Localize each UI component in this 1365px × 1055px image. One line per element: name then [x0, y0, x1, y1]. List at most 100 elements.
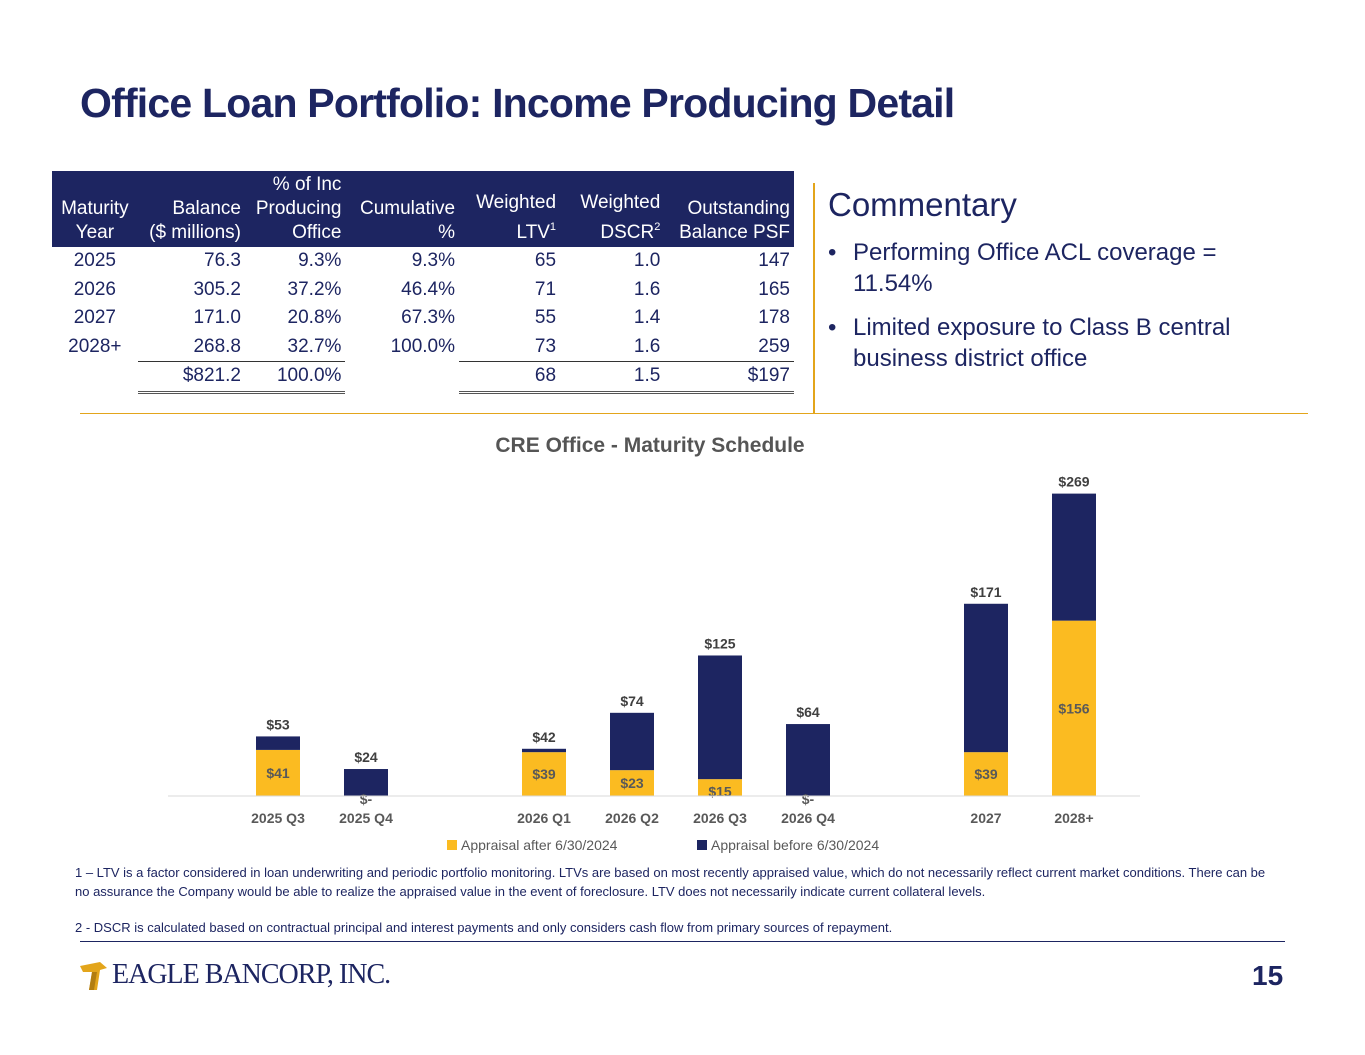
segment-label: $39	[532, 766, 556, 782]
section-divider	[80, 413, 1308, 414]
table-total-row: $821.2 100.0% 68 1.5 $197	[52, 361, 794, 394]
table-cell: 165	[758, 278, 790, 300]
eagle-icon	[80, 962, 107, 990]
footer-divider	[80, 941, 1285, 942]
table-cell: 32.7%	[244, 332, 346, 362]
x-tick-label: 2026 Q3	[693, 810, 747, 826]
table-cell: 68	[459, 361, 561, 394]
table-cell: $197	[664, 361, 794, 394]
table-cell: 2025	[73, 250, 116, 272]
bar-appraisal-before	[522, 748, 566, 753]
segment-label: $39	[974, 766, 998, 782]
header-weighted-dscr: Weighted DSCR2	[560, 171, 665, 247]
legend-label: Appraisal before 6/30/2024	[711, 837, 879, 853]
segment-label: $41	[266, 765, 290, 781]
total-label: $42	[532, 729, 556, 745]
table-cell: 178	[758, 307, 790, 329]
x-tick-label: 2026 Q2	[605, 810, 659, 826]
logo-text: EAGLE BANCORP, INC.	[112, 959, 391, 990]
bar-appraisal-after	[964, 752, 1008, 796]
commentary-bullet: • Performing Office ACL coverage = 11.54…	[828, 237, 1288, 299]
table-row: 2026 305.2 37.2% 46.4% 71 1.6 165	[52, 276, 794, 305]
table-cell	[52, 362, 138, 393]
table-cell: 37.2%	[287, 278, 342, 300]
legend-swatch	[447, 840, 457, 850]
commentary-bullet-text: Limited exposure to Class B central busi…	[853, 314, 1231, 372]
bar-appraisal-before	[256, 736, 300, 750]
total-label: $64	[796, 704, 820, 720]
table-row: 2025 76.3 9.3% 9.3% 65 1.0 147	[52, 247, 794, 276]
segment-label: $15	[708, 784, 732, 800]
legend-swatch	[697, 840, 707, 850]
segment-label: $23	[620, 775, 644, 791]
header-cumulative: Cumulative%	[345, 171, 460, 247]
table-cell: 67.3%	[401, 307, 456, 329]
bar-appraisal-after	[256, 749, 300, 796]
header-balance: Balance ($ millions)	[137, 171, 245, 247]
x-tick-label: 2026 Q4	[781, 810, 835, 826]
bar-appraisal-before	[786, 724, 830, 796]
total-label: $53	[266, 716, 290, 732]
table-cell: 268.8	[137, 332, 245, 362]
header-pct-inc-producing: % of Inc Producing Office	[244, 171, 346, 247]
page-title: Office Loan Portfolio: Income Producing …	[80, 80, 955, 126]
table-cell: 100.0%	[244, 361, 346, 394]
bullet-icon: •	[828, 239, 837, 266]
table-row: 2028+ 268.8 32.7% 100.0% 73 1.6 259	[52, 332, 794, 362]
table-cell: 100.0%	[390, 336, 456, 357]
total-label: $171	[970, 584, 1001, 600]
segment-label: $-	[802, 791, 815, 807]
table-cell: 1.0	[633, 250, 661, 272]
x-tick-label: 2026 Q1	[517, 810, 571, 826]
segment-label: $-	[360, 791, 373, 807]
bar-appraisal-after	[610, 770, 654, 796]
chart-legend: Appraisal after 6/30/2024 Appraisal befor…	[447, 837, 879, 853]
header-outstanding-balance-psf: Outstanding Balance PSF	[664, 171, 794, 247]
commentary-divider	[813, 183, 815, 414]
footnote-1: 1 – LTV is a factor considered in loan u…	[75, 865, 1266, 899]
total-label: $269	[1058, 474, 1089, 490]
table-cell: 55	[534, 307, 557, 329]
table-cell: 46.4%	[401, 278, 456, 300]
table-cell: 76.3	[204, 250, 241, 272]
bar-appraisal-before	[1052, 493, 1096, 621]
table-cell: 171.0	[193, 307, 241, 329]
table-cell: $821.2	[137, 361, 245, 394]
bar-appraisal-before	[698, 655, 742, 780]
table-cell: 2026	[73, 278, 116, 300]
table-cell: 71	[534, 278, 557, 300]
loan-table: Maturity Year Balance ($ millions) % of In…	[52, 171, 794, 394]
total-label: $125	[704, 635, 735, 651]
bar-appraisal-after	[698, 779, 742, 796]
table-cell: 1.6	[633, 278, 661, 300]
bar-appraisal-before	[610, 712, 654, 771]
table-cell: 2027	[73, 307, 116, 329]
x-tick-label: 2025 Q3	[251, 810, 305, 826]
legend-label: Appraisal after 6/30/2024	[461, 837, 618, 853]
table-cell: 147	[758, 250, 790, 272]
table-cell: 1.4	[633, 307, 661, 329]
table-cell: 1.5	[560, 361, 665, 394]
bar-appraisal-after	[522, 752, 566, 796]
header-maturity-year: Maturity Year	[52, 171, 138, 247]
commentary-title: Commentary	[828, 186, 1017, 223]
table-cell	[345, 362, 459, 393]
maturity-chart: CRE Office - Maturity Schedule $41 $53 202…	[168, 434, 1140, 853]
table-cell: 2028+	[68, 336, 122, 357]
table-cell: 1.6	[560, 332, 665, 362]
chart-title: CRE Office - Maturity Schedule	[495, 434, 804, 457]
x-tick-label: 2027	[970, 810, 1001, 826]
commentary-bullet: • Limited exposure to Class B central bu…	[828, 312, 1288, 374]
page-number: 15	[1252, 960, 1284, 991]
table-cell: 65	[534, 250, 557, 272]
table-cell: 305.2	[193, 278, 241, 300]
table-cell: 259	[664, 332, 794, 362]
x-tick-label: 2028+	[1054, 810, 1093, 826]
bar-appraisal-after	[1052, 620, 1096, 796]
table-cell: 73	[459, 332, 561, 362]
total-label: $24	[354, 749, 378, 765]
segment-label: $156	[1058, 700, 1089, 716]
table-row: 2027 171.0 20.8% 67.3% 55 1.4 178	[52, 304, 794, 333]
table-header-row: Maturity Year Balance ($ millions) % of In…	[52, 171, 794, 247]
header-weighted-ltv: Weighted LTV1	[459, 171, 561, 247]
